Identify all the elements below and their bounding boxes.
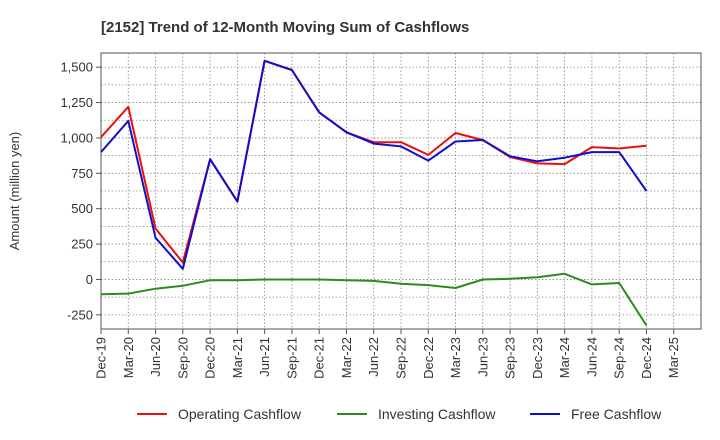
- x-tick-label: Jun-21: [257, 337, 272, 377]
- x-tick-label: Dec-24: [639, 337, 654, 379]
- x-tick-label: Jun-20: [148, 337, 163, 377]
- x-tick-label: Dec-21: [312, 337, 327, 379]
- y-tick-label: 1,250: [60, 95, 93, 110]
- chart-title: [2152] Trend of 12-Month Moving Sum of C…: [101, 19, 469, 36]
- y-tick-label: 500: [71, 201, 93, 216]
- x-tick-label: Mar-21: [230, 337, 245, 378]
- x-tick-label: Dec-22: [421, 337, 436, 379]
- legend: Operating Cashflow Investing Cashflow Free…: [137, 406, 662, 422]
- x-tick-label: Mar-24: [557, 337, 572, 378]
- x-tick-label: Dec-20: [203, 337, 218, 379]
- x-tick-label: Jun-22: [366, 337, 381, 377]
- legend-item-investing-cashflow: Investing Cashflow: [337, 406, 496, 422]
- series-line-operating-cashflow: [100, 59, 647, 264]
- x-tick-label: Sep-20: [175, 337, 190, 379]
- x-tick-label: Sep-24: [612, 337, 627, 379]
- legend-label: Free Cashflow: [571, 406, 662, 422]
- grid-lines: [101, 53, 701, 329]
- y-tick-label: -250: [67, 307, 93, 322]
- x-axis-ticks: Dec-19 Mar-20 Jun-20 Sep-20 Dec-20 Mar-21 Jun-…: [94, 329, 681, 379]
- y-tick-label: 1,500: [60, 60, 93, 75]
- x-tick-label: Mar-20: [121, 337, 136, 378]
- x-tick-label: Jun-24: [584, 337, 599, 377]
- y-tick-label: 750: [71, 166, 93, 181]
- y-tick-label: 250: [71, 237, 93, 252]
- legend-label: Investing Cashflow: [378, 406, 496, 422]
- series-lines: [100, 59, 648, 327]
- series-line-free-cashflow: [100, 59, 648, 270]
- y-axis-ticks: -250 0 250 500 750 1,000 1,250 1,500: [60, 60, 101, 322]
- x-tick-label: Sep-22: [394, 337, 409, 379]
- legend-item-operating-cashflow: Operating Cashflow: [137, 406, 302, 422]
- x-tick-label: Jun-23: [475, 337, 490, 377]
- legend-label: Operating Cashflow: [178, 406, 302, 422]
- x-tick-label: Mar-23: [448, 337, 463, 378]
- x-tick-label: Sep-23: [503, 337, 518, 379]
- y-tick-label: 1,000: [60, 130, 93, 145]
- x-tick-label: Sep-21: [284, 337, 299, 379]
- x-tick-label: Mar-22: [339, 337, 354, 378]
- y-axis-label: Amount (million yen): [7, 132, 22, 251]
- y-tick-label: 0: [86, 272, 93, 287]
- series-line-investing-cashflow: [100, 272, 648, 327]
- x-tick-label: Dec-19: [94, 337, 109, 379]
- x-tick-label: Mar-25: [666, 337, 681, 378]
- legend-item-free-cashflow: Free Cashflow: [530, 406, 662, 422]
- x-tick-label: Dec-23: [530, 337, 545, 379]
